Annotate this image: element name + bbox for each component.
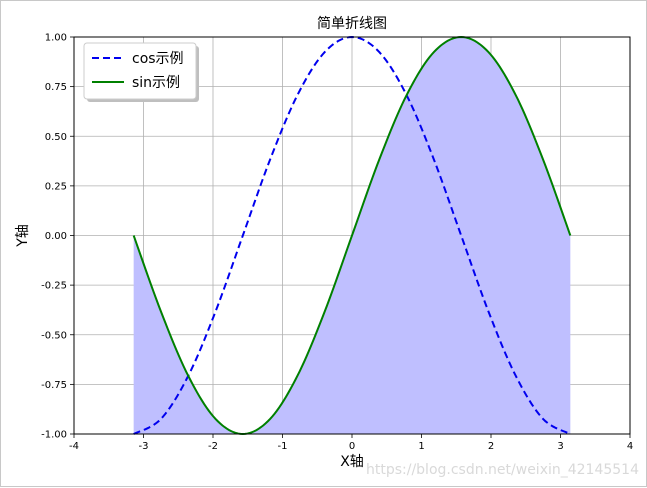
x-tick-label: -3 [139,441,149,452]
y-tick-label: -0.75 [41,380,67,391]
y-tick-label: 0.50 [45,132,67,143]
x-tick-label: 4 [627,441,633,452]
x-tick-label: 0 [349,441,355,452]
y-tick-label: -0.25 [41,281,67,292]
y-axis-title: Y轴 [15,224,31,248]
y-tick-label: -0.50 [41,330,67,341]
watermark: https://blog.csdn.net/weixin_42145514 [366,462,639,478]
y-tick-label: 0.00 [45,231,67,242]
x-axis-title: X轴 [340,454,364,470]
x-tick-label: -1 [278,441,288,452]
legend-box [83,42,197,100]
chart-title: 简单折线图 [317,15,387,32]
legend-label-sin示例: sin示例 [132,75,180,91]
axis-ticks: -4 -3 -2 -1 0 1 2 3 4 -1.00 -0.75 -0.50 -0.25 0.00 0.2… [41,33,633,453]
x-tick-label: -2 [208,441,218,452]
y-tick-label: 0.75 [45,82,67,93]
y-tick-label: -1.00 [41,430,67,441]
legend-label-cos示例: cos示例 [132,51,184,67]
x-tick-label: 2 [488,441,494,452]
legend-items: cos示例 sin示例 [92,51,184,91]
x-tick-label: 1 [418,441,424,452]
x-tick-label: 3 [557,441,563,452]
y-tick-label: 1.00 [45,33,67,44]
x-tick-label: -4 [69,441,79,452]
legend: cos示例 sin示例 [83,42,199,102]
y-tick-label: 0.25 [45,181,67,192]
series-line-sin示例 [132,35,572,436]
